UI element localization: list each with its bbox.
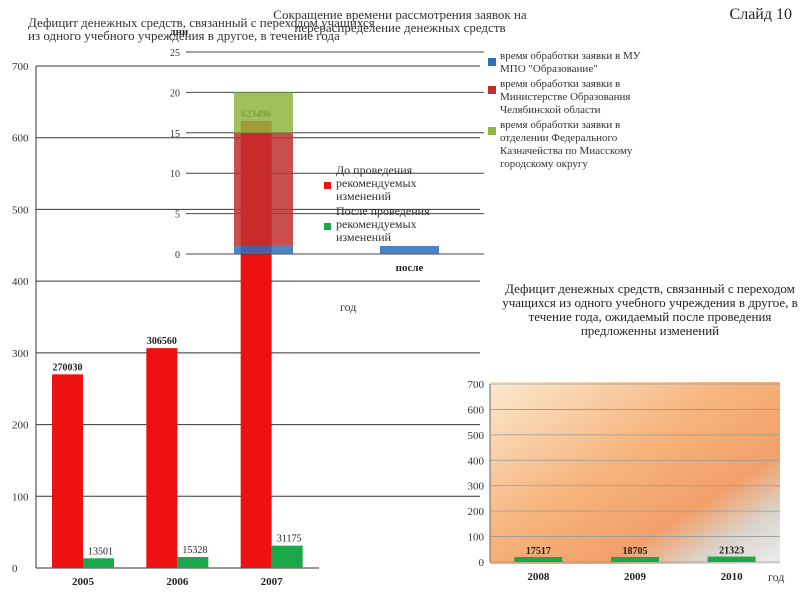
main-data-label: 13501	[88, 546, 113, 557]
days-chart-title: Сокращение времени рассмотрения заявок н…	[273, 7, 527, 35]
main-chart-x-title: год	[340, 300, 357, 314]
days-y-tick-label: 15	[170, 129, 180, 140]
days-x-tick-label: после	[396, 262, 424, 274]
small-y-tick-label: 300	[468, 481, 485, 493]
small-chart-title: Дефицит денежных средств, связанный с пе…	[502, 281, 798, 338]
small-data-label: 21323	[719, 546, 744, 557]
main-y-tick-label: 500	[12, 204, 29, 216]
legend-swatch	[488, 86, 496, 94]
days-y-tick-label: 25	[170, 48, 180, 59]
main-x-tick-label: 2006	[166, 576, 189, 588]
small-bar	[707, 556, 756, 562]
legend-item-treasury: время обработки заявки в отделении Федер…	[488, 119, 668, 171]
legend-swatch	[488, 58, 496, 66]
small-chart-x-title: год	[768, 570, 785, 584]
small-y-tick-label: 200	[468, 506, 485, 518]
main-data-label: 15328	[182, 545, 207, 556]
main-bar	[271, 545, 303, 568]
legend-swatch	[324, 223, 331, 230]
main-bar	[146, 348, 178, 568]
days-bar-segment	[380, 245, 439, 254]
small-y-tick-label: 0	[479, 557, 485, 569]
main-y-tick-label: 200	[12, 420, 29, 432]
small-data-label: 17517	[526, 546, 551, 557]
small-x-tick-label: 2008	[527, 571, 550, 583]
days-bar-segment	[234, 92, 293, 133]
legend-swatch	[488, 127, 496, 135]
small-data-label: 18705	[623, 546, 648, 557]
main-x-tick-label: 2005	[72, 576, 95, 588]
main-x-tick-label: 2007	[261, 576, 284, 588]
legend-label: время обработки заявки в МУ МПО "Образов…	[500, 50, 641, 75]
legend-label: После проведения рекомендуемых изменений	[336, 204, 430, 244]
main-data-label: 270030	[53, 362, 83, 373]
days-bar-segment	[234, 132, 293, 246]
days-y-tick-label: 0	[175, 250, 180, 261]
small-y-tick-label: 400	[468, 455, 485, 467]
main-bar	[83, 558, 114, 568]
legend-item-after: После проведения рекомендуемых изменений	[322, 205, 442, 244]
legend-item-before: До проведения рекомендуемых изменений	[322, 164, 442, 203]
small-x-tick-label: 2010	[721, 571, 744, 583]
main-y-tick-label: 400	[12, 276, 29, 288]
days-y-tick-label: 10	[170, 169, 180, 180]
small-y-tick-label: 700	[468, 379, 485, 391]
small-y-tick-label: 500	[468, 430, 485, 442]
small-bar	[514, 557, 563, 562]
days-y-tick-label: 20	[170, 88, 180, 99]
slide-number: Слайд 10	[729, 6, 792, 23]
main-chart-legend: До проведения рекомендуемых изменений По…	[322, 164, 442, 246]
main-data-label: 306560	[147, 336, 177, 347]
main-data-label: 31175	[277, 534, 302, 545]
legend-item-ministry: время обработки заявки в Министерстве Об…	[488, 78, 668, 117]
main-y-tick-label: 0	[12, 563, 18, 575]
days-bar-segment	[234, 245, 293, 254]
main-chart-title: Дефицит денежных средств, связанный с пе…	[28, 15, 375, 43]
legend-swatch	[324, 182, 331, 189]
main-y-tick-label: 100	[12, 491, 29, 503]
legend-label: До проведения рекомендуемых изменений	[336, 163, 417, 203]
legend-item-mpo: время обработки заявки в МУ МПО "Образов…	[488, 50, 668, 76]
main-bar	[52, 374, 83, 568]
main-y-tick-label: 300	[12, 348, 29, 360]
days-y-tick-label: 5	[175, 210, 180, 221]
main-bar	[177, 557, 209, 568]
small-plot-area	[490, 382, 780, 564]
days-chart-legend: время обработки заявки в МУ МПО "Образов…	[488, 50, 668, 173]
small-y-tick-label: 100	[468, 532, 485, 544]
small-y-tick-label: 600	[468, 404, 485, 416]
days-chart-unit: дни	[170, 26, 189, 38]
small-bar	[611, 557, 659, 562]
legend-label: время обработки заявки в Министерстве Об…	[500, 78, 631, 116]
legend-label: время обработки заявки в отделении Федер…	[500, 119, 633, 170]
main-y-tick-label: 600	[12, 133, 29, 145]
main-y-tick-label: 700	[12, 61, 29, 73]
small-x-tick-label: 2009	[624, 571, 647, 583]
